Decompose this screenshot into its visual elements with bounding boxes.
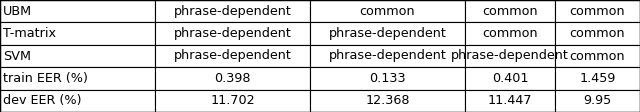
- Text: common: common: [482, 5, 538, 18]
- Text: SVM: SVM: [3, 50, 31, 62]
- Bar: [155, 90, 310, 112]
- Text: phrase-dependent: phrase-dependent: [173, 5, 291, 18]
- Text: common: common: [570, 5, 625, 18]
- Bar: [0, 90, 155, 112]
- Text: phrase-dependent: phrase-dependent: [173, 27, 291, 40]
- Text: UBM: UBM: [3, 5, 32, 18]
- Bar: [155, 67, 310, 90]
- Bar: [0, 67, 155, 90]
- Text: phrase-dependent: phrase-dependent: [173, 50, 291, 62]
- Text: common: common: [482, 27, 538, 40]
- Bar: [155, 22, 310, 45]
- Bar: [555, 90, 640, 112]
- Bar: [555, 0, 640, 22]
- Bar: [0, 45, 155, 67]
- Bar: [465, 67, 555, 90]
- Bar: [310, 67, 465, 90]
- Bar: [555, 22, 640, 45]
- Text: 12.368: 12.368: [365, 94, 410, 107]
- Bar: [465, 0, 555, 22]
- Bar: [0, 22, 155, 45]
- Bar: [310, 0, 465, 22]
- Text: 11.447: 11.447: [488, 94, 532, 107]
- Text: T-matrix: T-matrix: [3, 27, 56, 40]
- Bar: [465, 90, 555, 112]
- Bar: [465, 45, 555, 67]
- Text: phrase-dependent: phrase-dependent: [451, 50, 569, 62]
- Text: 9.95: 9.95: [584, 94, 612, 107]
- Bar: [555, 45, 640, 67]
- Bar: [465, 22, 555, 45]
- Text: phrase-dependent: phrase-dependent: [328, 27, 447, 40]
- Text: 1.459: 1.459: [579, 72, 616, 85]
- Bar: [310, 22, 465, 45]
- Bar: [155, 0, 310, 22]
- Text: 0.401: 0.401: [492, 72, 528, 85]
- Text: dev EER (%): dev EER (%): [3, 94, 81, 107]
- Bar: [155, 45, 310, 67]
- Text: common: common: [570, 27, 625, 40]
- Text: common: common: [360, 5, 415, 18]
- Bar: [310, 45, 465, 67]
- Text: 0.133: 0.133: [369, 72, 406, 85]
- Bar: [0, 0, 155, 22]
- Text: train EER (%): train EER (%): [3, 72, 88, 85]
- Text: phrase-dependent: phrase-dependent: [328, 50, 447, 62]
- Text: common: common: [570, 50, 625, 62]
- Text: 11.702: 11.702: [210, 94, 255, 107]
- Bar: [310, 90, 465, 112]
- Text: 0.398: 0.398: [214, 72, 251, 85]
- Bar: [555, 67, 640, 90]
